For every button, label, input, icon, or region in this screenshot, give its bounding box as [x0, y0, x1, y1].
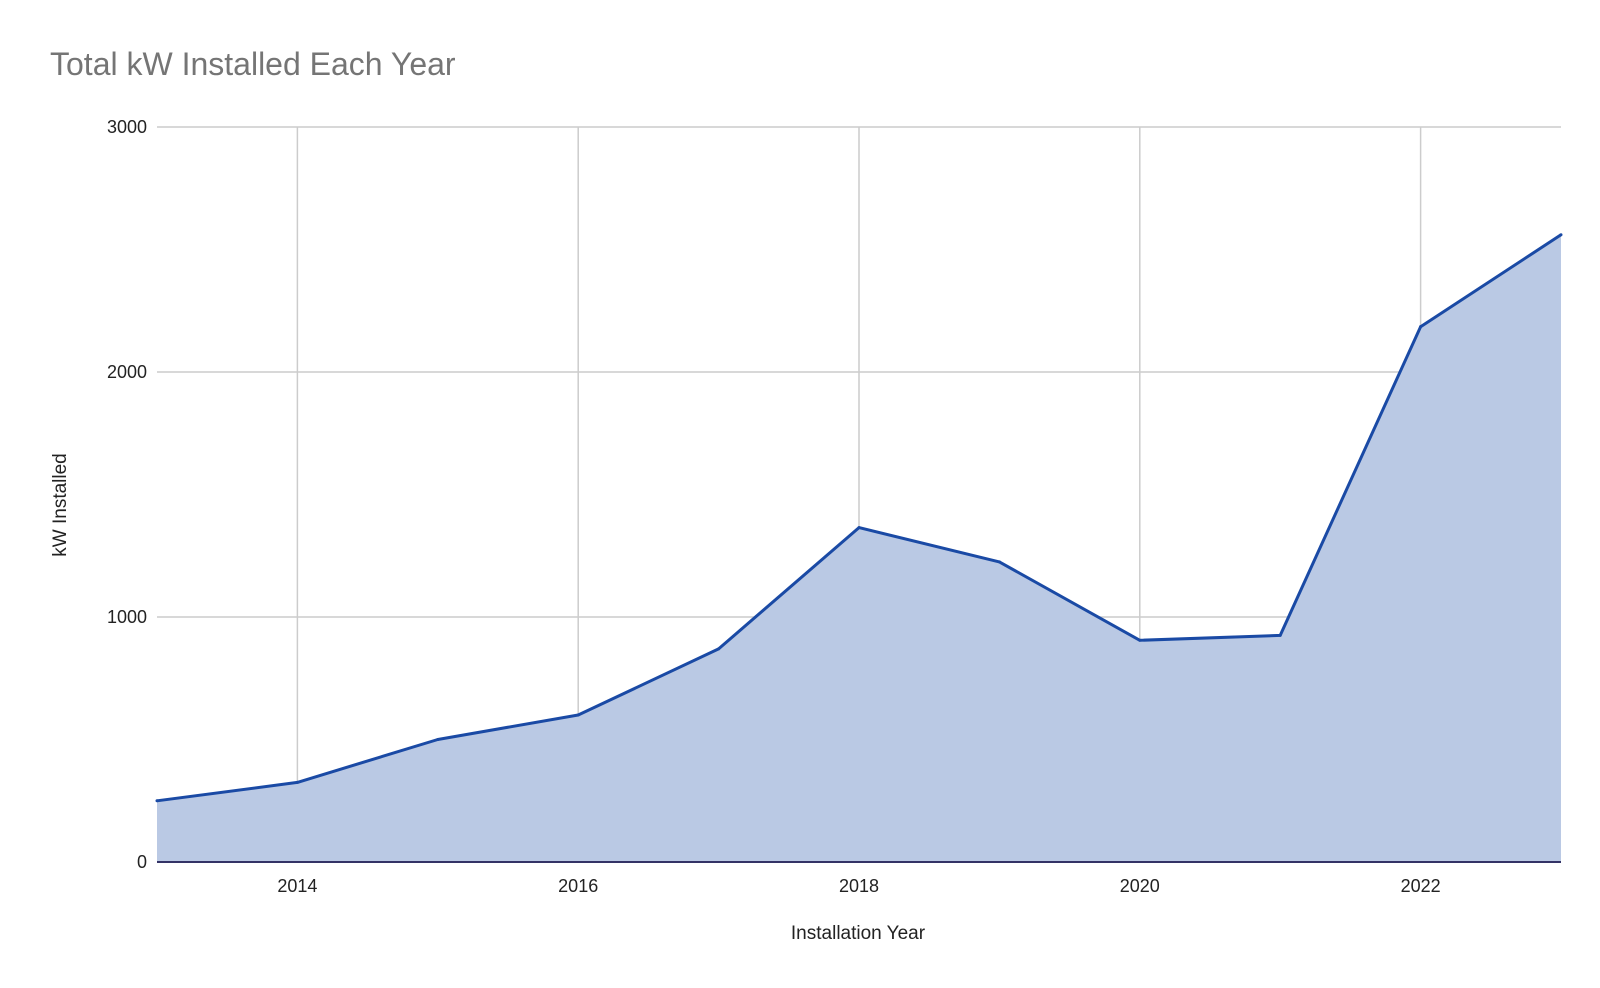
x-tick-label: 2014 [277, 876, 317, 896]
data-point-2021 [1278, 633, 1282, 637]
y-tick-label: 0 [137, 852, 147, 872]
y-tick-label: 3000 [107, 117, 147, 137]
data-point-2019 [997, 560, 1001, 564]
y-tick-label: 2000 [107, 362, 147, 382]
chart-title: Total kW Installed Each Year [50, 46, 456, 82]
data-point-2014 [295, 780, 299, 784]
data-point-2013 [155, 799, 159, 803]
data-point-2017 [717, 647, 721, 651]
x-axis-label: Installation Year [791, 923, 926, 944]
data-point-2022 [1419, 325, 1423, 329]
y-axis-ticks: 0 1000 2000 3000 [107, 117, 147, 872]
data-point-2020 [1138, 638, 1142, 642]
x-tick-label: 2022 [1401, 876, 1441, 896]
series-points [155, 233, 1563, 803]
x-axis-ticks: 2014 2016 2018 2020 2022 [277, 876, 1440, 896]
y-tick-label: 1000 [107, 607, 147, 627]
x-tick-label: 2020 [1120, 876, 1160, 896]
y-axis-label: kW Installed [50, 453, 71, 556]
series-area [157, 234, 1561, 863]
x-tick-label: 2018 [839, 876, 879, 896]
x-tick-label: 2016 [558, 876, 598, 896]
data-point-2015 [436, 738, 440, 741]
data-point-2016 [576, 713, 580, 717]
data-point-2018 [857, 526, 861, 530]
data-point-2023 [1559, 233, 1563, 237]
